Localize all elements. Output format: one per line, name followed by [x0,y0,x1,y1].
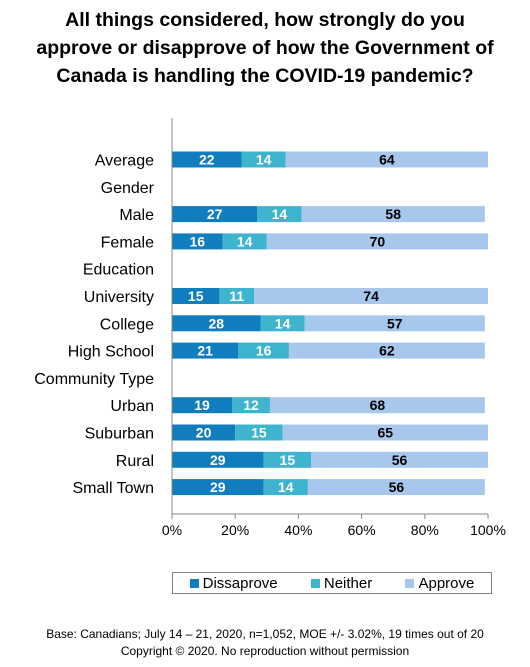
bar-small-town-neither [263,479,308,496]
bar-university-neither [219,288,255,304]
data-label-university-neither: 11 [229,288,244,304]
bar-suburban-dissaprove [172,424,236,441]
bar-female-approve [266,233,488,250]
bar-small-town-dissaprove [172,479,264,496]
legend-label-dissaprove: Dissaprove [202,574,278,592]
data-label-small-town-approve: 56 [389,479,405,495]
bar-college-approve [304,315,485,332]
title-line-2: approve or disapprove of how the Governm… [36,37,494,59]
data-label-male-approve: 58 [385,206,401,222]
row-label-university: University [84,289,154,306]
legend-swatch-neither [310,578,320,588]
data-label-small-town-neither: 14 [278,479,294,495]
legend-swatch-dissaprove [189,578,199,588]
x-tick-label-5: 100% [470,522,506,538]
row-label-small-town: Small Town [72,480,154,497]
title-line-1: All things considered, how strongly do y… [65,9,465,31]
legend-label-neither: Neither [323,574,373,592]
x-tick-label-3: 60% [348,522,376,538]
x-tick-label-0: 0% [162,522,182,538]
x-tick-label-4: 80% [411,522,439,538]
bar-university-approve [254,288,488,304]
row-label-community-type: Community Type [34,371,154,388]
data-label-suburban-dissaprove: 20 [196,425,212,441]
data-label-small-town-dissaprove: 29 [210,479,226,495]
row-label-gender: Gender [101,180,155,197]
row-label-male: Male [119,207,154,224]
row-label-education: Education [83,262,154,279]
data-label-university-approve: 74 [363,288,379,304]
data-label-high-school-approve: 62 [379,343,395,359]
data-label-average-dissaprove: 22 [199,152,215,168]
data-label-rural-neither: 15 [280,452,296,468]
bar-average-dissaprove [172,151,242,168]
bar-rural-approve [311,451,488,468]
bar-female-neither [222,233,267,250]
data-label-male-dissaprove: 27 [207,206,223,222]
data-label-average-neither: 14 [256,152,272,168]
data-label-urban-dissaprove: 19 [194,397,210,413]
bar-suburban-neither [235,424,283,441]
bar-university-dissaprove [172,288,220,304]
data-label-college-dissaprove: 28 [208,315,224,331]
bar-high-school-dissaprove [172,342,239,359]
data-label-urban-neither: 12 [243,397,259,413]
bar-high-school-approve [288,342,485,359]
data-label-university-dissaprove: 15 [188,288,204,304]
footer-base-note: Base: Canadians; July 14 – 21, 2020, n=1… [46,627,484,641]
data-label-college-neither: 14 [275,315,291,331]
data-label-rural-dissaprove: 29 [210,452,226,468]
bar-average-approve [285,151,488,168]
row-label-average: Average [95,153,154,170]
data-label-female-neither: 14 [237,233,253,249]
data-label-college-approve: 57 [387,315,403,331]
row-label-rural: Rural [116,453,154,470]
row-label-urban: Urban [110,398,154,415]
bar-female-dissaprove [172,233,223,250]
row-label-college: College [100,316,154,333]
chart-title: All things considered, how strongly do y… [0,6,530,90]
bar-male-dissaprove [172,206,258,223]
legend-item-dissaprove: Dissaprove [189,574,278,592]
legend-label-approve: Approve [418,574,475,592]
x-tick-label-2: 40% [284,522,312,538]
legend: Dissaprove Neither Approve [172,572,492,594]
data-label-male-neither: 14 [272,206,288,222]
data-label-high-school-neither: 16 [256,343,272,359]
legend-item-neither: Neither [310,574,373,592]
bar-male-approve [301,206,485,223]
row-label-high-school: High School [68,344,154,361]
bar-urban-approve [269,397,485,414]
x-tick-label-1: 20% [221,522,249,538]
data-label-rural-approve: 56 [392,452,408,468]
data-label-average-approve: 64 [379,152,395,168]
bar-rural-neither [263,451,312,468]
data-label-urban-approve: 68 [370,397,386,413]
data-label-high-school-dissaprove: 21 [197,343,213,359]
row-label-suburban: Suburban [85,426,154,443]
bar-urban-neither [232,397,270,414]
data-label-female-approve: 70 [370,233,386,249]
bar-male-neither [257,206,302,223]
legend-item-approve: Approve [405,575,474,592]
data-label-suburban-approve: 65 [378,425,394,441]
bar-high-school-neither [238,342,289,359]
legend-swatch-approve [405,578,415,588]
data-label-suburban-neither: 15 [251,425,267,441]
row-label-female: Female [101,234,154,251]
bar-small-town-approve [307,479,485,496]
bar-college-neither [260,315,305,332]
bar-college-dissaprove [172,315,261,332]
bar-urban-dissaprove [172,397,233,414]
footer: Base: Canadians; July 14 – 21, 2020, n=1… [0,626,530,660]
data-label-female-dissaprove: 16 [189,233,205,249]
bar-average-neither [241,151,286,168]
title-line-3: Canada is handling the COVID-19 pandemic… [56,65,474,87]
footer-copyright: Copyright © 2020. No reproduction withou… [120,644,410,658]
bar-suburban-approve [282,424,488,441]
bar-rural-dissaprove [172,451,264,468]
